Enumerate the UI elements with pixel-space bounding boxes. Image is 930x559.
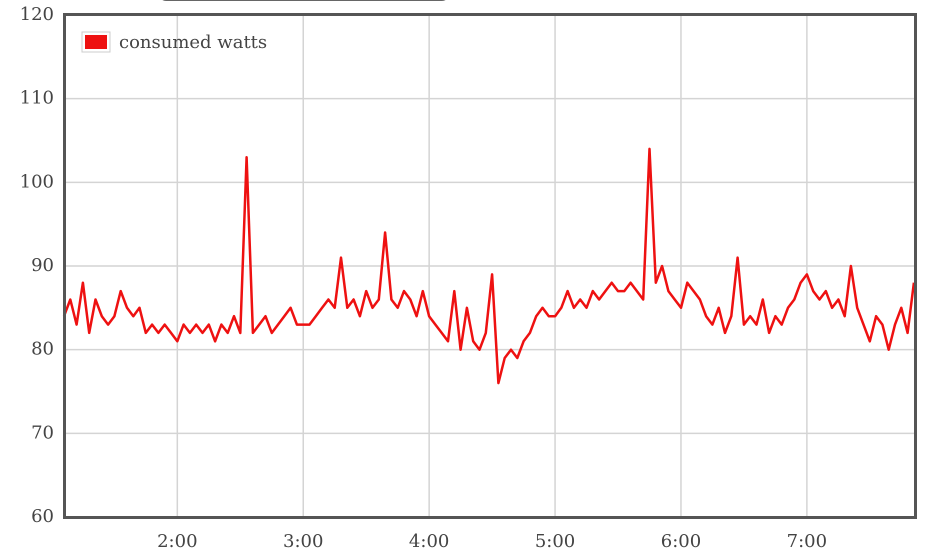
y-tick-label: 100 [20,171,54,192]
y-tick-label: 80 [31,339,54,360]
y-tick-label: 60 [31,506,54,527]
plot-frame [63,13,917,519]
x-tick-label: 7:00 [787,531,827,552]
y-tick-label: 70 [31,422,54,443]
x-tick-label: 6:00 [661,531,701,552]
x-tick-label: 4:00 [409,531,449,552]
x-tick-label: 5:00 [535,531,575,552]
plot [62,147,916,385]
grid [64,14,916,518]
y-tick-label: 90 [31,255,54,276]
x-tick-label: 3:00 [283,531,323,552]
legend-swatch-color [85,35,107,49]
labels: 60 70 80 90 100 110 120 2:00 3:00 4:00 5:00 6:00 7:0… [20,4,827,552]
legend-label: consumed watts [119,32,267,53]
y-tick-label: 110 [20,88,54,109]
data-line [62,147,916,385]
x-tick-label: 2:00 [157,531,197,552]
y-tick-label: 120 [20,4,54,25]
